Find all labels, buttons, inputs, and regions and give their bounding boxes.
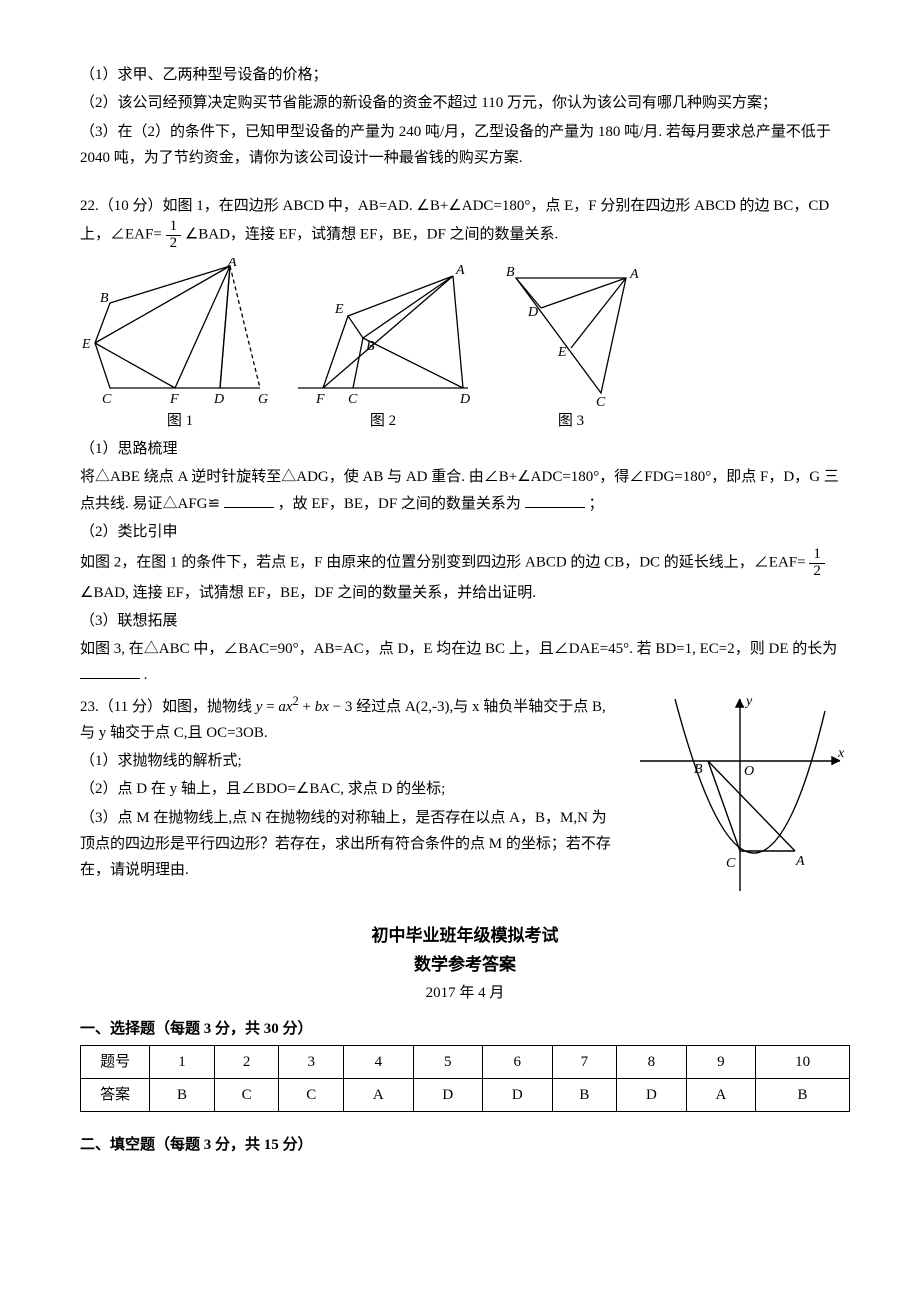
ans-4: A [344,1078,413,1111]
section2-heading: 二、填空题（每题 3 分，共 15 分） [80,1132,850,1158]
fig3-caption: 图 3 [558,408,584,434]
q22-s3-body: 如图 3, 在△ABC 中，∠BAC=90°，AB=AC，点 D，E 均在边 B… [80,636,850,689]
ans-6: D [483,1078,552,1111]
svg-text:F: F [169,392,179,407]
answers-table: 题号 1 2 3 4 5 6 7 8 9 10 答案 B C C A D D B… [80,1045,850,1113]
svg-text:A: A [629,267,639,282]
col-4: 4 [344,1045,413,1078]
q23-head-a: 23.（11 分）如图，抛物线 [80,699,256,715]
svg-text:A: A [455,263,465,278]
fig1-svg: A B E C F D G [80,258,280,408]
col-6: 6 [483,1045,552,1078]
svg-text:O: O [744,764,754,779]
col-3: 3 [279,1045,344,1078]
blank-3 [80,664,140,679]
svg-text:C: C [348,392,358,407]
q22-s1-body: 将△ABE 绕点 A 逆时针旋转至△ADG，使 AB 与 AD 重合. 由∠B+… [80,464,850,517]
ans-10: B [756,1078,850,1111]
fraction-half-1: 12 [166,219,182,252]
q22-stem: 22.（10 分）如图 1，在四边形 ABCD 中，AB=AD. ∠B+∠ADC… [80,193,850,252]
q21-part3: （3）在（2）的条件下，已知甲型设备的产量为 240 吨/月，乙型设备的产量为 … [80,119,850,172]
q22-stem-b: ∠BAD，连接 EF，试猜想 EF，BE，DF 之间的数量关系. [185,227,558,243]
ans-1: B [150,1078,215,1111]
svg-text:B: B [506,265,515,280]
q22-s1-heading: （1）思路梳理 [80,436,850,462]
table-row-header: 题号 1 2 3 4 5 6 7 8 9 10 [81,1045,850,1078]
svg-text:D: D [527,305,538,320]
col-2: 2 [214,1045,279,1078]
q22-s1c: ； [588,496,603,512]
q22-s3a: 如图 3, 在△ABC 中，∠BAC=90°，AB=AC，点 D，E 均在边 B… [80,641,837,657]
col-9: 9 [686,1045,755,1078]
q22-fig2: A E B F C D 图 2 [288,258,478,434]
col-8: 8 [617,1045,686,1078]
fig1-caption: 图 1 [167,408,193,434]
q22-s2b: ∠BAD, 连接 EF，试猜想 EF，BE，DF 之间的数量关系，并给出证明. [80,585,536,601]
col-7: 7 [552,1045,617,1078]
ans-5: D [413,1078,482,1111]
q22-s1b: ，故 EF，BE，DF 之间的数量关系为 [278,496,521,512]
answers-title: 初中毕业班年级模拟考试 [80,921,850,951]
ans-3: C [279,1078,344,1111]
ans-2: C [214,1078,279,1111]
col-1: 1 [150,1045,215,1078]
q22-s3-heading: （3）联想拓展 [80,608,850,634]
fig2-svg: A E B F C D [288,258,478,408]
svg-text:x: x [837,746,845,761]
svg-text:B: B [100,291,109,306]
answers-date: 2017 年 4 月 [80,980,850,1006]
svg-text:B: B [366,339,375,354]
fig3-svg: B A D E C [486,258,656,408]
blank-2 [525,493,585,508]
hdr-label: 题号 [81,1045,150,1078]
svg-text:A: A [227,258,237,270]
q22-figures: A B E C F D G 图 1 A E [80,258,850,434]
q23-figure: x y O B C A [630,691,850,901]
col-5: 5 [413,1045,482,1078]
svg-text:C: C [596,395,606,408]
col-10: 10 [756,1045,850,1078]
fraction-half-2: 12 [809,547,825,580]
fig2-caption: 图 2 [370,408,396,434]
svg-text:D: D [459,392,470,407]
svg-text:E: E [334,302,344,317]
q22-s3b: . [144,667,148,683]
ans-8: D [617,1078,686,1111]
q22-fig1: A B E C F D G 图 1 [80,258,280,434]
q23-equation: y = ax2 + bx − 3 [256,699,356,715]
ans-7: B [552,1078,617,1111]
fig23-svg: x y O B C A [630,691,850,901]
section1-heading: 一、选择题（每题 3 分，共 30 分） [80,1016,850,1042]
svg-text:D: D [213,392,224,407]
q22-s2a: 如图 2，在图 1 的条件下，若点 E，F 由原来的位置分别变到四边形 ABCD… [80,555,806,571]
svg-text:y: y [744,694,753,709]
svg-text:B: B [694,762,703,777]
q22-s2-body: 如图 2，在图 1 的条件下，若点 E，F 由原来的位置分别变到四边形 ABCD… [80,547,850,606]
svg-text:E: E [557,345,567,360]
q21-part2: （2）该公司经预算决定购买节省能源的新设备的资金不超过 110 万元，你认为该公… [80,90,850,116]
blank-1 [224,493,274,508]
ans-label: 答案 [81,1078,150,1111]
table-row-answers: 答案 B C C A D D B D A B [81,1078,850,1111]
answers-subtitle: 数学参考答案 [80,950,850,980]
svg-text:E: E [81,337,91,352]
q21-part1: （1）求甲、乙两种型号设备的价格； [80,62,850,88]
svg-text:C: C [726,856,736,871]
svg-text:A: A [795,854,805,869]
svg-text:G: G [258,392,268,407]
svg-text:C: C [102,392,112,407]
q22-fig3: B A D E C 图 3 [486,258,656,434]
svg-text:F: F [315,392,325,407]
ans-9: A [686,1078,755,1111]
q22-s2-heading: （2）类比引申 [80,519,850,545]
